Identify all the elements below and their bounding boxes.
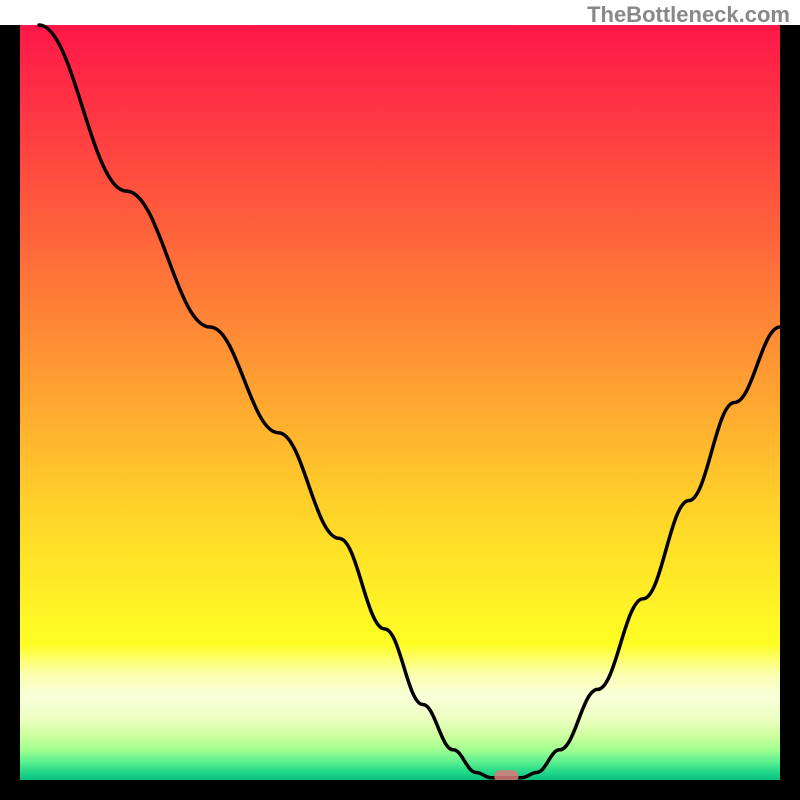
border-right xyxy=(780,25,800,800)
border-bottom xyxy=(0,780,800,800)
border-left xyxy=(0,25,20,800)
plot-background xyxy=(20,25,780,780)
chart-container: TheBottleneck.com xyxy=(0,0,800,800)
watermark-text: TheBottleneck.com xyxy=(587,2,790,28)
bottleneck-chart xyxy=(0,0,800,800)
